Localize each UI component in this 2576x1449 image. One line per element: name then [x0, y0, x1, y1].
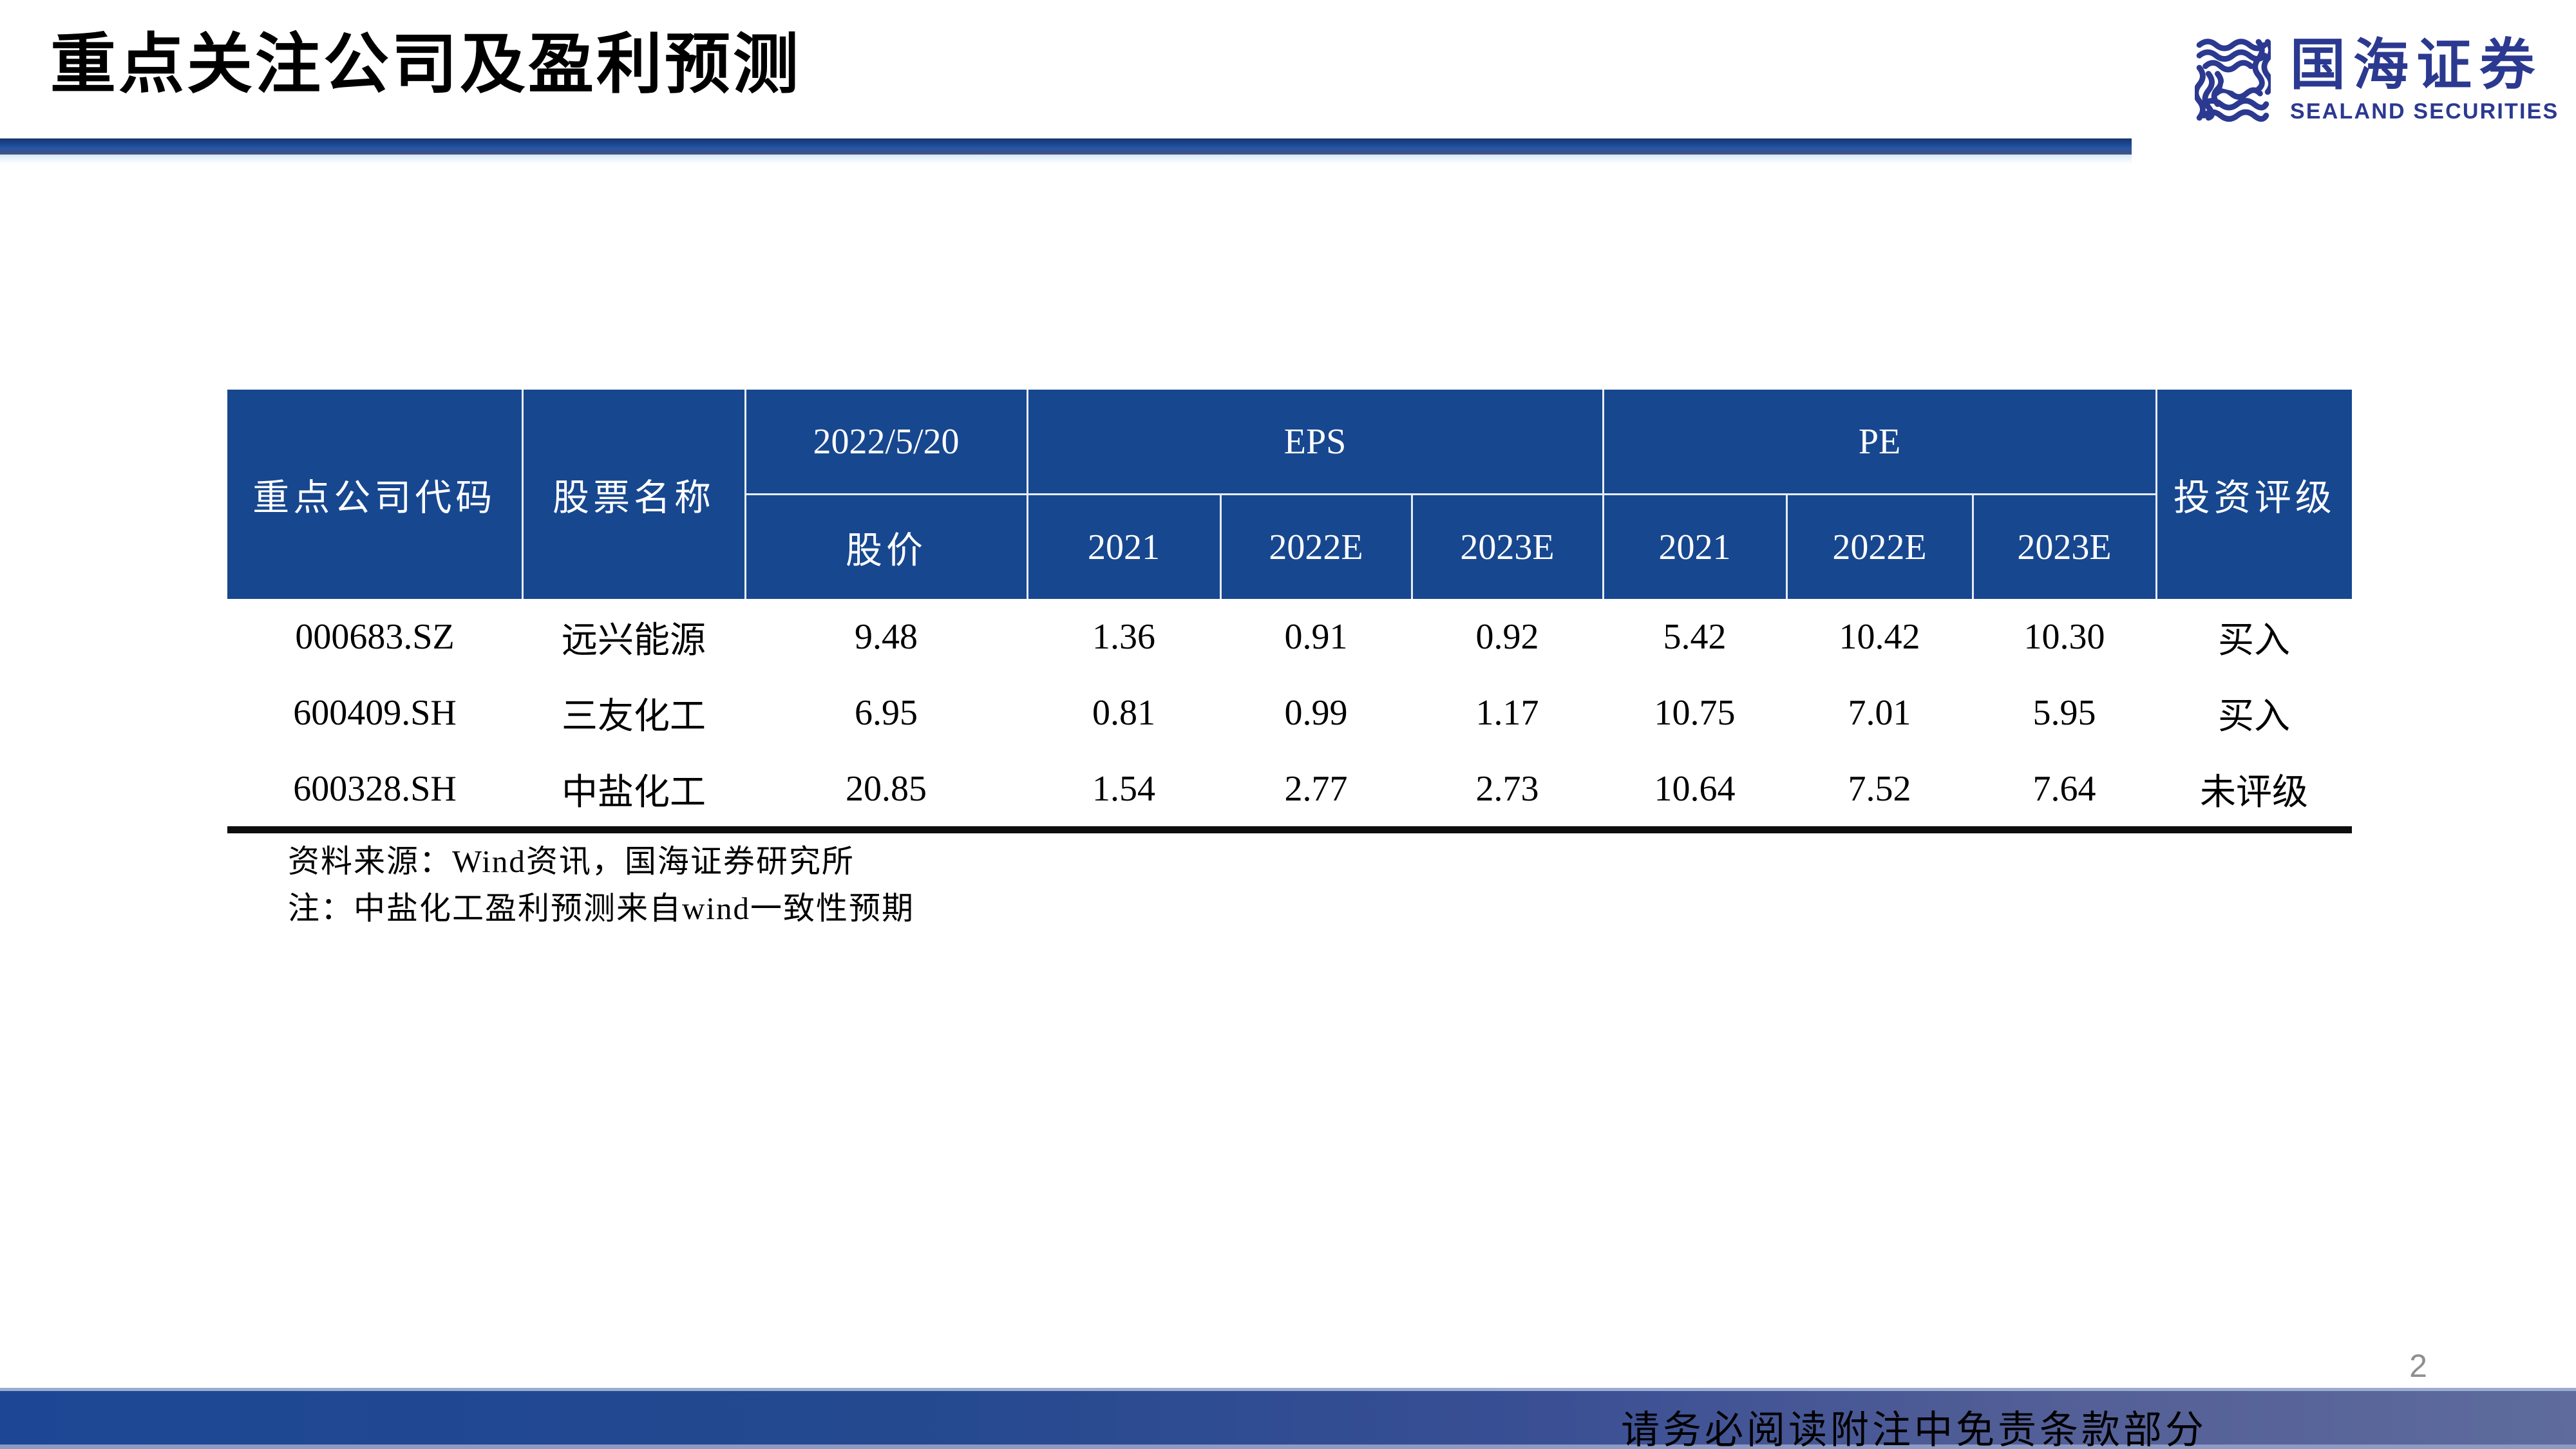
cell-eps-2022e: 2.77: [1220, 751, 1412, 827]
page-title: 重点关注公司及盈利预测: [50, 28, 801, 101]
logo-text: 国海证券 SEALAND SECURITIES: [2290, 37, 2559, 124]
footer-disclaimer: 请务必阅读附注中免责条款部分: [1621, 1408, 2207, 1449]
header-pe-2023e: 2023E: [1973, 494, 2157, 599]
header-price: 股价: [745, 494, 1028, 599]
table-bottom-rule: [227, 826, 2352, 833]
cell-name: 中盐化工: [522, 751, 745, 827]
logo-cn-name: 国海证券: [2290, 34, 2543, 96]
stock-forecast-table: 重点公司代码 股票名称 2022/5/20 EPS PE 投资评级 股价 202…: [227, 390, 2353, 827]
page-number: 2: [2409, 1348, 2427, 1384]
header-eps-2023e: 2023E: [1412, 494, 1604, 599]
cell-pe-2021: 10.75: [1603, 675, 1787, 751]
footer-bar-bottom-edge: [0, 1444, 2576, 1449]
cell-code: 000683.SZ: [227, 599, 522, 675]
header-pe-2022e: 2022E: [1786, 494, 1974, 599]
cell-code: 600409.SH: [227, 675, 522, 751]
cell-code: 600328.SH: [227, 751, 522, 827]
header-price-date: 2022/5/20: [745, 390, 1028, 495]
cell-eps-2022e: 0.99: [1220, 675, 1412, 751]
table-row: 600328.SH 中盐化工 20.85 1.54 2.77 2.73 10.6…: [227, 751, 2353, 827]
cell-eps-2021: 1.36: [1027, 599, 1220, 675]
cell-pe-2022e: 10.42: [1786, 599, 1973, 675]
cell-price: 6.95: [745, 675, 1027, 751]
table-row: 600409.SH 三友化工 6.95 0.81 0.99 1.17 10.75…: [227, 675, 2353, 751]
source-note: 资料来源：Wind资讯，国海证券研究所: [288, 844, 855, 879]
cell-pe-2022e: 7.52: [1786, 751, 1973, 827]
cell-name: 三友化工: [522, 675, 745, 751]
cell-eps-2023e: 0.92: [1412, 599, 1604, 675]
header-eps-2021: 2021: [1027, 494, 1222, 599]
header-pe-group: PE: [1603, 390, 2157, 495]
cell-pe-2023e: 5.95: [1973, 675, 2157, 751]
forecast-note: 注：中盐化工盈利预测来自wind一致性预期: [288, 890, 915, 926]
header-company-code: 重点公司代码: [227, 390, 524, 599]
header-stock-name: 股票名称: [522, 390, 746, 599]
cell-name: 远兴能源: [522, 599, 745, 675]
sealand-wave-seal-icon: [2193, 37, 2274, 126]
logo-en-name: SEALAND SECURITIES: [2290, 99, 2559, 124]
footer-bar: [0, 1388, 2576, 1449]
cell-rating: 未评级: [2156, 751, 2353, 827]
header-pe-2021: 2021: [1603, 494, 1788, 599]
cell-eps-2021: 1.54: [1027, 751, 1220, 827]
cell-price: 20.85: [745, 751, 1027, 827]
cell-eps-2022e: 0.91: [1220, 599, 1412, 675]
cell-price: 9.48: [745, 599, 1027, 675]
table-row: 000683.SZ 远兴能源 9.48 1.36 0.91 0.92 5.42 …: [227, 599, 2353, 675]
cell-eps-2023e: 1.17: [1412, 675, 1604, 751]
header-eps-group: EPS: [1027, 390, 1604, 495]
header-rating: 投资评级: [2156, 390, 2353, 599]
cell-rating: 买入: [2156, 675, 2353, 751]
cell-eps-2023e: 2.73: [1412, 751, 1604, 827]
stock-forecast-table-wrap: 重点公司代码 股票名称 2022/5/20 EPS PE 投资评级 股价 202…: [227, 390, 2353, 827]
cell-rating: 买入: [2156, 599, 2353, 675]
header-eps-2022e: 2022E: [1220, 494, 1413, 599]
title-accent-bar-glow: [0, 155, 2132, 164]
company-logo: 国海证券 SEALAND SECURITIES: [2193, 37, 2559, 126]
footnotes: 资料来源：Wind资讯，国海证券研究所 注：中盐化工盈利预测来自wind一致性预…: [288, 838, 914, 932]
cell-pe-2022e: 7.01: [1786, 675, 1973, 751]
cell-pe-2021: 5.42: [1603, 599, 1787, 675]
cell-pe-2023e: 10.30: [1973, 599, 2157, 675]
cell-pe-2023e: 7.64: [1973, 751, 2157, 827]
cell-eps-2021: 0.81: [1027, 675, 1220, 751]
title-accent-bar: [0, 138, 2132, 155]
cell-pe-2021: 10.64: [1603, 751, 1787, 827]
